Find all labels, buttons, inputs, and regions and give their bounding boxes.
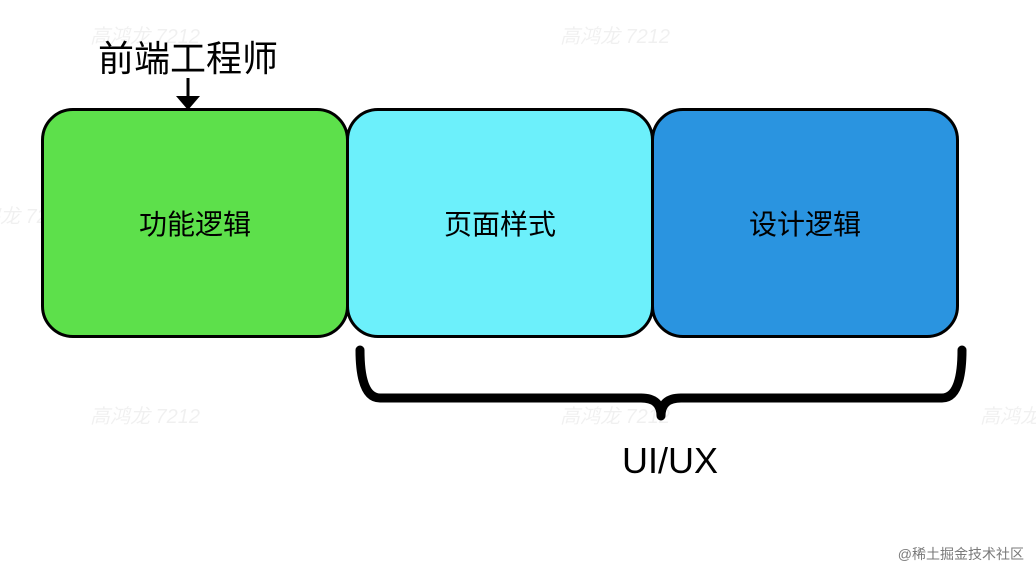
diagram-canvas: 高鸿龙 7212高鸿龙 7212高鸿龙 7212高鸿龙 7212高鸿龙 7212… — [0, 0, 1036, 570]
curly-brace-icon — [0, 0, 1036, 429]
bottom-label: UI/UX — [600, 440, 740, 482]
attribution-text: @稀土掘金技术社区 — [898, 544, 1024, 564]
